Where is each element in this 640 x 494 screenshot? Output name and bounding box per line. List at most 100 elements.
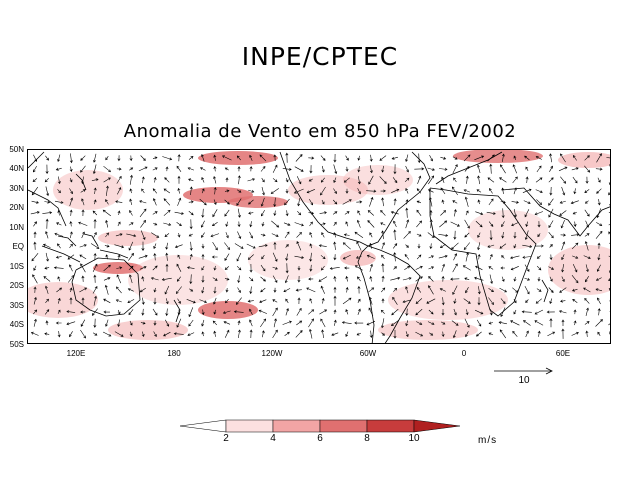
wind-vector bbox=[163, 209, 171, 216]
wind-vector bbox=[608, 278, 610, 281]
wind-vector bbox=[369, 263, 373, 272]
wind-vector bbox=[513, 231, 517, 239]
wind-vector bbox=[609, 242, 610, 245]
wind-vector bbox=[354, 265, 363, 271]
wind-vector bbox=[174, 244, 183, 249]
wind-vector bbox=[176, 165, 182, 172]
wind-vector bbox=[260, 318, 267, 328]
wind-vector bbox=[428, 196, 433, 207]
wind-vector bbox=[596, 188, 602, 194]
wind-vector bbox=[260, 233, 266, 237]
wind-vector bbox=[452, 285, 458, 295]
wind-vector bbox=[500, 200, 506, 204]
lat-label: 50S bbox=[9, 340, 24, 349]
wind-vector bbox=[105, 156, 109, 161]
wind-vector bbox=[188, 156, 194, 160]
wind-vector bbox=[333, 254, 337, 261]
wind-vector bbox=[128, 241, 134, 251]
wind-vector bbox=[33, 286, 37, 293]
wind-vector bbox=[69, 221, 73, 227]
wind-vector bbox=[525, 166, 529, 172]
wind-vector bbox=[402, 277, 412, 281]
wind-vector bbox=[117, 254, 121, 260]
wind-vector bbox=[66, 321, 76, 326]
wind-vector bbox=[438, 254, 448, 259]
wind-vector bbox=[321, 232, 325, 238]
wind-vector bbox=[524, 264, 530, 272]
wind-vector bbox=[43, 276, 51, 282]
wind-vector bbox=[282, 320, 292, 325]
wind-vector bbox=[69, 166, 73, 172]
wind-vector bbox=[224, 277, 230, 281]
wind-vector bbox=[296, 241, 302, 251]
wind-vector bbox=[45, 285, 49, 294]
wind-vector bbox=[153, 297, 157, 305]
wind-vector bbox=[381, 165, 385, 173]
wind-vector bbox=[392, 243, 398, 249]
wind-vector bbox=[93, 253, 97, 261]
wind-vector bbox=[428, 255, 434, 259]
wind-vector bbox=[595, 230, 603, 239]
coastline-australia bbox=[71, 257, 141, 317]
wind-vector bbox=[237, 329, 241, 339]
wind-vector bbox=[139, 200, 147, 204]
wind-vector bbox=[177, 187, 181, 194]
wind-vector bbox=[465, 252, 469, 262]
wind-vector bbox=[558, 310, 567, 314]
wind-vector bbox=[453, 308, 457, 316]
wind-vector bbox=[308, 328, 313, 339]
wind-vector bbox=[476, 319, 482, 327]
wind-vector bbox=[69, 264, 73, 272]
wind-vector bbox=[356, 219, 361, 228]
wind-vector bbox=[187, 167, 195, 171]
wind-vector bbox=[33, 231, 37, 238]
wind-vector bbox=[189, 288, 194, 292]
colorbar-segment bbox=[272, 419, 321, 433]
wind-vector bbox=[560, 233, 566, 237]
wind-vector bbox=[345, 155, 349, 161]
wind-vector bbox=[249, 221, 253, 228]
wind-vector bbox=[45, 155, 49, 161]
wind-vector bbox=[477, 199, 481, 205]
wind-vector bbox=[177, 298, 181, 304]
wind-vector bbox=[129, 320, 133, 326]
wind-vector bbox=[368, 175, 374, 185]
wind-vector bbox=[284, 331, 290, 337]
wind-vector bbox=[583, 255, 591, 259]
wind-vector bbox=[80, 165, 86, 173]
wind-vector bbox=[367, 210, 374, 216]
wind-vector bbox=[225, 287, 229, 293]
wind-vector bbox=[536, 255, 541, 259]
wind-vector bbox=[31, 253, 39, 262]
wind-vector bbox=[129, 174, 133, 185]
wind-vector bbox=[128, 309, 134, 316]
wind-vector bbox=[42, 243, 51, 248]
wind-vector bbox=[572, 255, 579, 259]
wind-vector bbox=[462, 265, 471, 271]
wind-vector bbox=[272, 178, 278, 183]
wind-vector bbox=[69, 231, 73, 239]
wind-vector bbox=[261, 187, 265, 196]
wind-vector bbox=[213, 176, 217, 184]
wind-vector bbox=[309, 198, 313, 206]
wind-vector bbox=[475, 331, 482, 337]
wind-vector bbox=[320, 285, 325, 294]
wind-vector bbox=[103, 264, 111, 272]
wind-vector bbox=[234, 243, 244, 249]
wind-vector bbox=[175, 286, 182, 294]
wind-vector bbox=[93, 274, 97, 283]
wind-vector bbox=[369, 296, 373, 305]
wind-vector bbox=[81, 198, 85, 206]
wind-vector bbox=[165, 252, 169, 261]
wind-vector bbox=[333, 295, 337, 306]
wind-vector bbox=[487, 177, 495, 183]
wind-vector bbox=[534, 211, 544, 216]
wind-vector bbox=[30, 331, 39, 336]
anomaly-patch bbox=[558, 152, 610, 168]
wind-vector bbox=[80, 310, 86, 314]
wind-vector bbox=[261, 221, 265, 227]
wind-vector bbox=[464, 166, 470, 172]
wind-vector bbox=[33, 265, 37, 271]
wind-vector bbox=[597, 297, 601, 305]
wind-vector bbox=[393, 198, 397, 206]
